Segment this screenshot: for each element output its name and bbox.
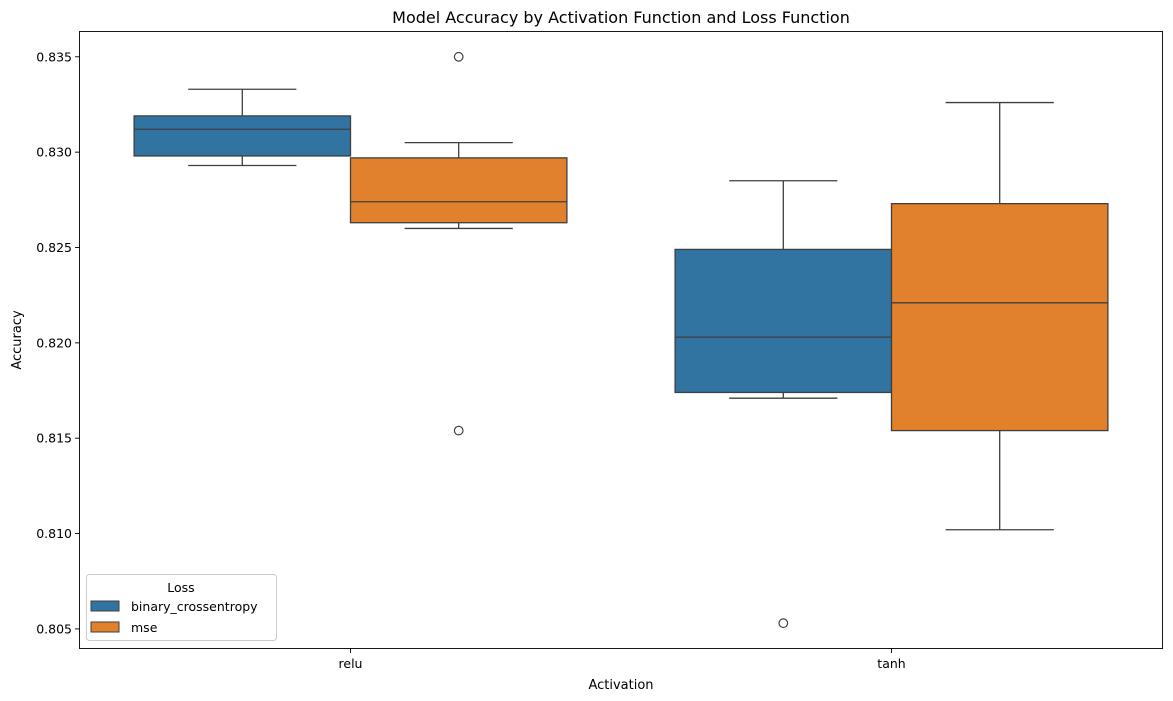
outlier-point <box>778 618 789 629</box>
x-axis-label: Activation <box>588 678 653 693</box>
y-tick-label: 0.830 <box>36 145 72 160</box>
plot-area <box>133 51 1109 629</box>
box-iqr <box>890 202 1109 432</box>
box-iqr <box>133 115 352 157</box>
chart-title: Model Accuracy by Activation Function an… <box>392 8 850 27</box>
y-tick-label: 0.825 <box>36 240 72 255</box>
box-iqr <box>674 248 893 394</box>
legend-frame <box>86 574 277 641</box>
y-tick-label: 0.820 <box>36 335 72 350</box>
y-tick-label: 0.815 <box>36 431 72 446</box>
box-iqr <box>349 157 568 224</box>
y-tick-label: 0.805 <box>36 621 72 636</box>
legend-label: binary_crossentropy <box>131 599 258 614</box>
y-axis: 0.805 0.810 0.815 0.820 0.825 0.830 0.835 <box>36 49 80 636</box>
x-tick-label: relu <box>339 656 363 671</box>
outlier-point <box>453 51 464 62</box>
legend-swatch <box>90 621 120 633</box>
y-axis-label: Accuracy <box>10 310 25 370</box>
x-axis: relu tanh <box>339 648 906 671</box>
legend-swatch <box>90 600 120 612</box>
box-relu-binary_crossentropy <box>133 88 352 167</box>
box-tanh-binary_crossentropy <box>674 180 893 629</box>
plot-frame <box>79 31 1163 649</box>
outlier-point <box>453 425 464 436</box>
legend-entry: binary_crossentropy <box>90 599 258 614</box>
legend-entry: mse <box>90 620 158 635</box>
legend-title: Loss <box>167 580 194 595</box>
y-tick-label: 0.835 <box>36 49 72 64</box>
box-relu-mse <box>349 51 568 436</box>
y-tick-label: 0.810 <box>36 526 72 541</box>
x-tick-label: tanh <box>877 656 905 671</box>
box-tanh-mse <box>890 101 1109 531</box>
legend-label: mse <box>131 620 158 635</box>
